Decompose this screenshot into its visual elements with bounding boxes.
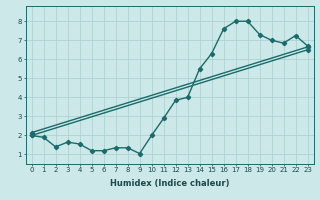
- X-axis label: Humidex (Indice chaleur): Humidex (Indice chaleur): [110, 179, 229, 188]
